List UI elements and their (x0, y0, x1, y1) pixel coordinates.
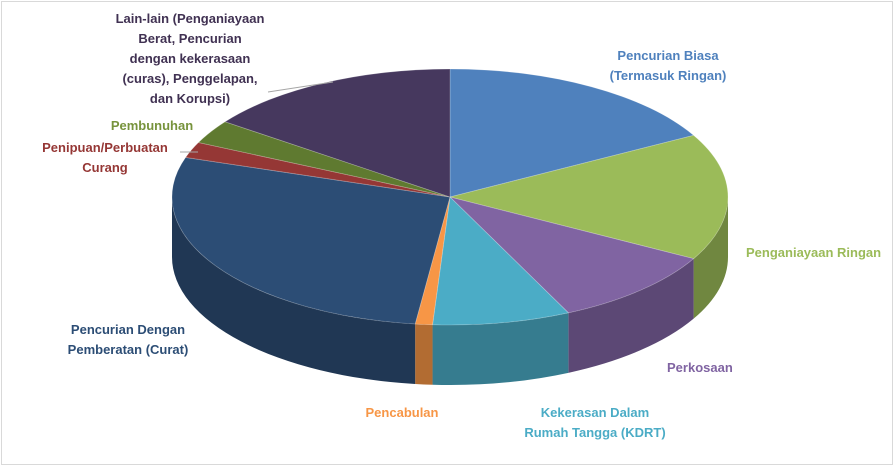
slice-side (693, 197, 728, 319)
slice-label: Pencurian Dengan Pemberatan (Curat) (68, 322, 189, 357)
slice (184, 142, 451, 198)
slice (171, 157, 451, 325)
slice-label: Pembunuhan (111, 118, 193, 133)
slice-label: Perkosaan (667, 360, 733, 375)
slice (197, 121, 451, 198)
slice-label: Penipuan/Perbuatan Curang (42, 140, 168, 175)
pie (171, 68, 729, 385)
slice (449, 134, 729, 260)
leader-line (267, 81, 334, 93)
slice-label: Pencurian Biasa (Termasuk Ringan) (610, 48, 727, 83)
slice-label: Lain-lain (Penganiayaan Berat, Pencurian d… (116, 11, 265, 106)
slice-side (432, 312, 569, 385)
slice-side (568, 258, 694, 373)
slice-label: Kekerasan Dalam Rumah Tangga (KDRT) (524, 405, 665, 440)
slice-label: Pencabulan (366, 405, 439, 420)
slice-label: Penganiayaan Ringan (746, 245, 881, 260)
slice (432, 196, 570, 326)
slice (414, 196, 451, 326)
slice-side (172, 197, 416, 384)
slice (449, 68, 695, 198)
slice (448, 196, 695, 314)
slice-side (415, 323, 433, 385)
